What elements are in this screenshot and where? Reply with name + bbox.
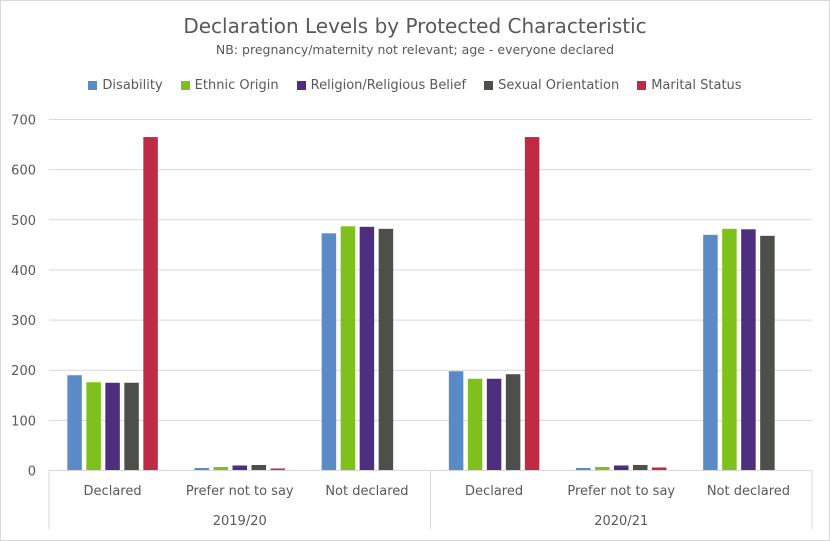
y-tick-label: 300 [11, 314, 36, 329]
y-tick-label: 100 [11, 414, 36, 429]
bar [467, 378, 483, 471]
x-group-label: 2019/20 [213, 514, 267, 529]
bar [652, 467, 667, 471]
bar [576, 467, 591, 471]
bar [270, 468, 285, 471]
y-tick-label: 600 [11, 164, 36, 179]
bar [321, 233, 337, 471]
x-group-label: 2020/21 [594, 514, 648, 529]
y-tick-label: 700 [11, 114, 36, 129]
legend-label: Marital Status [651, 78, 742, 93]
y-tick-label: 500 [11, 214, 36, 229]
bar [67, 375, 82, 471]
legend-label: Disability [102, 78, 163, 93]
bar [359, 226, 375, 471]
x-category-label: Declared [84, 484, 142, 499]
legend-item: Disability [88, 78, 163, 93]
x-category-label: Not declared [325, 484, 408, 499]
bar [633, 464, 648, 471]
x-category-label: Declared [465, 484, 523, 499]
legend-swatch [637, 81, 647, 90]
legend-label: Sexual Orientation [498, 78, 620, 93]
y-tick-label: 400 [11, 264, 36, 279]
bar [378, 228, 394, 471]
bar [232, 465, 247, 471]
legend-label: Ethnic Origin [194, 78, 279, 93]
bar [86, 382, 101, 471]
legend-label: Religion/Religious Belief [310, 78, 467, 93]
bar [124, 382, 139, 471]
bar [760, 235, 775, 471]
y-tick-label: 0 [28, 465, 36, 480]
x-category-label: Prefer not to say [567, 484, 675, 499]
bar [105, 382, 120, 471]
bar [213, 466, 228, 471]
chart-title: Declaration Levels by Protected Characte… [183, 14, 647, 38]
bar [614, 465, 629, 471]
legend-swatch [88, 81, 98, 90]
bar [486, 378, 502, 471]
legend-item: Religion/Religious Belief [296, 78, 467, 93]
bar [143, 137, 158, 471]
chart-legend: Disability Ethnic Origin Religion/Religiou… [0, 78, 830, 93]
bar [505, 374, 521, 471]
bar [595, 466, 610, 471]
legend-item: Marital Status [637, 78, 742, 93]
legend-item: Ethnic Origin [180, 78, 279, 93]
x-category-label: Prefer not to say [186, 484, 294, 499]
bar [340, 226, 356, 471]
bar [722, 228, 737, 471]
bar [741, 229, 756, 471]
x-category-label: Not declared [707, 484, 790, 499]
bar [524, 137, 540, 471]
bar [703, 234, 718, 471]
legend-swatch [296, 81, 306, 90]
y-tick-label: 200 [11, 364, 36, 379]
legend-swatch [484, 81, 494, 90]
bar [194, 467, 209, 471]
bar [448, 371, 464, 471]
chart-subtitle: NB: pregnancy/maternity not relevant; ag… [215, 42, 615, 57]
bar [251, 464, 266, 471]
legend-item: Sexual Orientation [484, 78, 619, 93]
legend-swatch [180, 81, 190, 90]
